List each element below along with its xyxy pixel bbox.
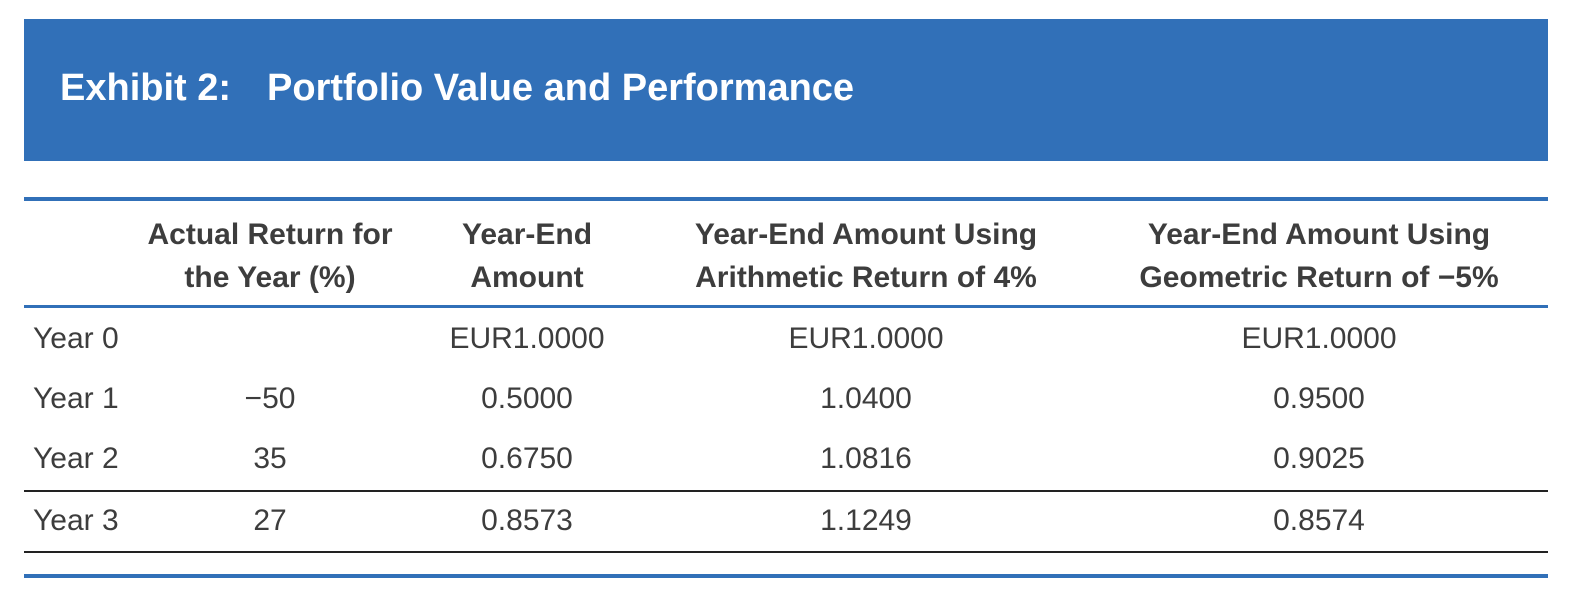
row-3-geometric-amount: 0.8574 [1273, 504, 1365, 537]
row-3-actual-return: 27 [253, 504, 287, 537]
row-1-arithmetic-amount: 1.0400 [820, 382, 912, 415]
row-2-actual-return: 35 [253, 442, 287, 475]
exhibit-bottom-rule [24, 574, 1548, 578]
header-arithmetic-amount: Year-End Amount Using Arithmetic Return o… [694, 218, 1038, 294]
row-1-year-end-amount: 0.5000 [481, 382, 573, 415]
header-year-end-amount: Year-End Amount [461, 218, 593, 294]
exhibit-banner: Exhibit 2: Portfolio Value and Performanc… [24, 19, 1548, 161]
row-2-arithmetic-amount: 1.0816 [820, 442, 912, 475]
row-2-geometric-amount: 0.9025 [1273, 442, 1365, 475]
row-0-label: Year 0 [33, 322, 119, 355]
exhibit-number: Exhibit 2: [60, 67, 232, 109]
row-1-geometric-amount: 0.9500 [1273, 382, 1365, 415]
row-0-arithmetic-amount: EUR1.0000 [788, 322, 944, 355]
header-actual-return: Actual Return for the Year (%) [147, 218, 393, 294]
row-1-actual-return: −50 [244, 382, 296, 415]
row-2-label: Year 2 [33, 442, 119, 475]
header-bottom-rule [24, 305, 1548, 308]
row-0-year-end-amount: EUR1.0000 [449, 322, 605, 355]
row-3-label: Year 3 [33, 504, 119, 537]
row-1-label: Year 1 [33, 382, 119, 415]
row-3-arithmetic-amount: 1.1249 [820, 504, 912, 537]
exhibit-name: Portfolio Value and Performance [267, 67, 855, 109]
header-geometric-amount: Year-End Amount Using Geometric Return of… [1139, 218, 1499, 294]
table-bottom-rule [24, 551, 1548, 553]
row-0-geometric-amount: EUR1.0000 [1241, 322, 1397, 355]
table-top-rule [24, 197, 1548, 201]
row-2-year-end-amount: 0.6750 [481, 442, 573, 475]
exhibit-title: Exhibit 2: Portfolio Value and Performanc… [60, 67, 854, 110]
row-3-top-rule [24, 490, 1548, 492]
row-3-year-end-amount: 0.8573 [481, 504, 573, 537]
